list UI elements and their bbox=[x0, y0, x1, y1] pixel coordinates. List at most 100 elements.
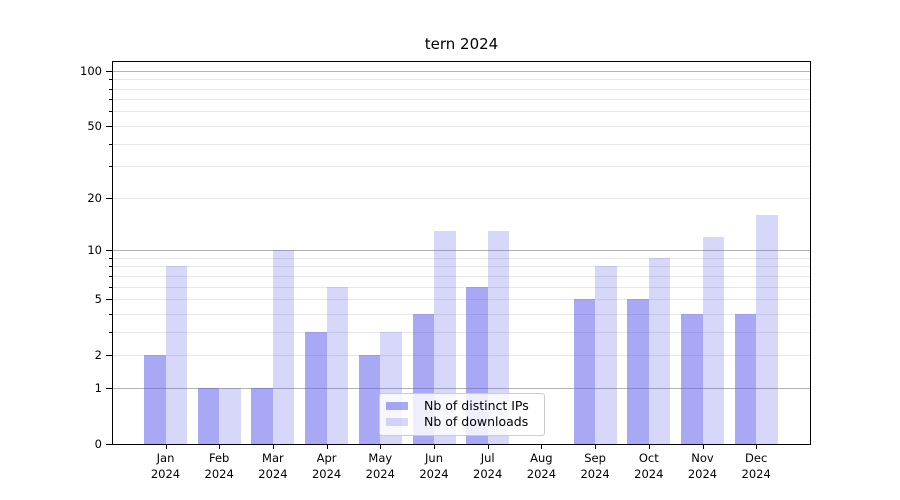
x-axis-tick bbox=[595, 445, 597, 449]
gridline-minor bbox=[113, 355, 810, 357]
y-axis-minor-tick bbox=[109, 286, 112, 288]
y-axis-minor-tick bbox=[109, 299, 112, 301]
x-tick-label: Oct 2024 bbox=[634, 451, 664, 481]
y-axis-tick bbox=[106, 70, 112, 72]
y-axis-minor-tick bbox=[109, 257, 112, 259]
bar-distinct-ips-3 bbox=[305, 331, 327, 444]
gridline-minor bbox=[113, 299, 810, 301]
legend-label: Nb of distinct IPs bbox=[424, 398, 529, 413]
y-axis-minor-tick bbox=[109, 355, 112, 357]
x-axis-tick bbox=[165, 445, 167, 449]
gridline-major bbox=[113, 70, 810, 72]
x-axis-tick bbox=[434, 445, 435, 449]
bar-distinct-ips-1 bbox=[197, 387, 220, 444]
gridline-major bbox=[113, 387, 810, 389]
y-axis-tick bbox=[106, 387, 112, 389]
y-axis-minor-tick bbox=[109, 197, 112, 199]
bar-downloads-9 bbox=[648, 257, 671, 444]
y-tick-label: 50 bbox=[87, 118, 102, 133]
x-tick-label: Jul 2024 bbox=[473, 451, 503, 481]
y-tick-label: 1 bbox=[94, 380, 102, 395]
y-axis-minor-tick bbox=[109, 125, 112, 127]
y-axis-tick bbox=[106, 250, 112, 252]
y-tick-label: 5 bbox=[94, 292, 102, 307]
bar-distinct-ips-0 bbox=[144, 355, 166, 444]
bar-distinct-ips-9 bbox=[627, 299, 649, 444]
gridline-minor bbox=[113, 99, 810, 101]
y-tick-label: 10 bbox=[87, 243, 102, 258]
gridline-minor bbox=[113, 166, 810, 168]
bar-distinct-ips-10 bbox=[681, 313, 703, 444]
legend-swatch-distinct-ips bbox=[386, 402, 408, 410]
y-tick-label: 2 bbox=[94, 348, 102, 363]
legend-item: Nb of downloads bbox=[386, 414, 544, 430]
y-axis-minor-tick bbox=[109, 111, 112, 113]
legend-swatch-downloads bbox=[386, 418, 408, 426]
plot-area bbox=[112, 61, 811, 445]
bar-distinct-ips-4 bbox=[358, 355, 381, 444]
x-axis-tick bbox=[487, 445, 489, 449]
y-tick-label: 0 bbox=[94, 437, 102, 451]
x-tick-label: Nov 2024 bbox=[687, 451, 718, 481]
chart-title: tern 2024 bbox=[424, 35, 499, 53]
x-tick-label: Apr 2024 bbox=[311, 451, 342, 481]
x-axis-tick bbox=[219, 445, 221, 449]
gridline-minor bbox=[113, 125, 810, 127]
x-tick-label: May 2024 bbox=[365, 451, 395, 481]
y-axis-minor-tick bbox=[109, 331, 112, 333]
gridline-minor bbox=[113, 197, 810, 199]
x-axis-tick bbox=[702, 445, 704, 449]
bar-downloads-2 bbox=[272, 250, 295, 444]
x-tick-label: Jun 2024 bbox=[419, 451, 449, 481]
x-axis-tick bbox=[756, 445, 758, 449]
gridline-minor bbox=[113, 257, 810, 259]
y-axis-minor-tick bbox=[109, 166, 112, 168]
bar-distinct-ips-2 bbox=[251, 387, 273, 444]
y-axis-minor-tick bbox=[109, 143, 112, 145]
x-tick-label: Jan 2024 bbox=[150, 451, 181, 481]
x-tick-label: Aug 2024 bbox=[526, 451, 557, 481]
gridline-minor bbox=[113, 111, 810, 113]
bar-distinct-ips-11 bbox=[734, 313, 757, 444]
y-axis-minor-tick bbox=[109, 275, 112, 277]
bar-downloads-5 bbox=[434, 230, 456, 444]
x-axis-tick bbox=[648, 445, 650, 449]
gridline-minor bbox=[113, 313, 810, 315]
x-axis-tick bbox=[380, 445, 382, 449]
bar-distinct-ips-8 bbox=[573, 299, 596, 444]
gridline-minor bbox=[113, 286, 810, 288]
gridline-minor bbox=[113, 275, 810, 277]
y-tick-label: 100 bbox=[80, 63, 102, 78]
bar-downloads-8 bbox=[595, 266, 617, 444]
legend-item: Nb of distinct IPs bbox=[386, 398, 544, 414]
bar-downloads-10 bbox=[702, 236, 724, 444]
x-axis-tick bbox=[541, 445, 543, 449]
x-tick-label: Mar 2024 bbox=[258, 451, 288, 481]
bar-downloads-0 bbox=[165, 266, 187, 444]
x-tick-label: Sep 2024 bbox=[580, 451, 610, 481]
bar-downloads-1 bbox=[219, 387, 241, 444]
y-axis-minor-tick bbox=[109, 313, 112, 315]
gridline-minor bbox=[113, 79, 810, 81]
y-axis-tick bbox=[106, 444, 112, 445]
bar-downloads-6 bbox=[487, 230, 510, 444]
y-tick-label: 20 bbox=[87, 190, 102, 205]
bar-downloads-3 bbox=[326, 286, 349, 444]
y-axis-minor-tick bbox=[109, 88, 112, 90]
x-axis-tick bbox=[326, 445, 328, 449]
legend-label: Nb of downloads bbox=[424, 414, 529, 429]
bar-downloads-11 bbox=[756, 214, 778, 444]
x-tick-label: Dec 2024 bbox=[741, 451, 771, 481]
x-tick-label: Feb 2024 bbox=[204, 451, 234, 481]
gridline-minor bbox=[113, 143, 810, 145]
gridline-minor bbox=[113, 331, 810, 333]
x-axis-tick bbox=[272, 445, 274, 449]
y-axis-minor-tick bbox=[109, 266, 112, 268]
y-axis-minor-tick bbox=[109, 99, 112, 101]
gridline-minor bbox=[113, 88, 810, 90]
legend: Nb of distinct IPs Nb of downloads bbox=[379, 393, 545, 436]
gridline-minor bbox=[113, 266, 810, 268]
y-axis-minor-tick bbox=[109, 79, 112, 81]
gridline-major bbox=[113, 250, 810, 252]
